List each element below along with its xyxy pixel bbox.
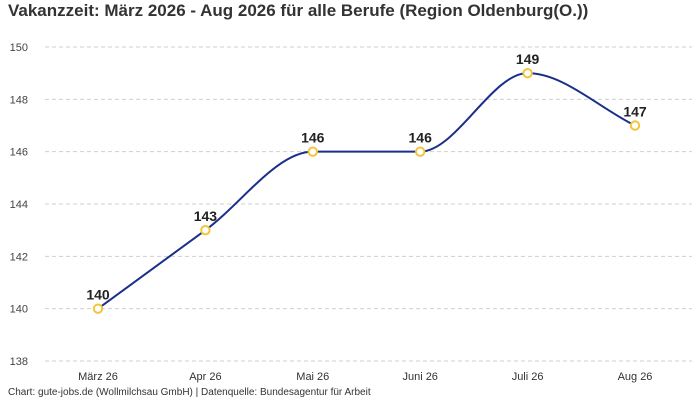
- gridlines: [45, 46, 692, 362]
- data-labels: 140 143 146 146 149 147: [86, 51, 647, 303]
- y-tick-label: 140: [10, 304, 28, 316]
- y-tick-label: 146: [10, 147, 28, 159]
- data-point: [415, 146, 426, 157]
- data-points: [92, 67, 641, 314]
- y-axis-ticks: 138 140 142 144 146 148 150: [10, 42, 28, 368]
- data-point: [307, 146, 318, 157]
- y-tick-label: 142: [10, 251, 28, 263]
- data-label: 149: [516, 51, 540, 67]
- y-tick-label: 150: [10, 42, 28, 54]
- series-line: [97, 72, 636, 310]
- data-point: [629, 120, 641, 131]
- chart-title: Vakanzzeit: März 2026 - Aug 2026 für all…: [8, 1, 589, 20]
- chart-source: Chart: gute-jobs.de (Wollmilchsau GmbH) …: [8, 387, 371, 398]
- x-tick-label: Aug 26: [618, 371, 653, 383]
- y-tick-label: 138: [10, 356, 28, 368]
- data-label: 146: [301, 130, 325, 146]
- y-tick-label: 144: [10, 199, 28, 211]
- x-tick-label: Juli 26: [512, 371, 544, 383]
- data-label: 146: [409, 130, 433, 146]
- x-tick-label: Juni 26: [402, 371, 437, 383]
- x-tick-label: Apr 26: [189, 371, 221, 383]
- y-tick-label: 148: [10, 94, 28, 106]
- x-tick-label: Mai 26: [296, 371, 329, 383]
- data-point: [522, 67, 533, 79]
- data-point: [92, 303, 104, 314]
- x-tick-label: März 26: [78, 371, 118, 383]
- x-axis-ticks: März 26 Apr 26 Mai 26 Juni 26 Juli 26 Aug 26: [78, 371, 652, 383]
- data-label: 143: [194, 208, 218, 224]
- data-point: [200, 224, 211, 236]
- data-label: 140: [86, 287, 110, 303]
- data-label: 147: [623, 104, 647, 120]
